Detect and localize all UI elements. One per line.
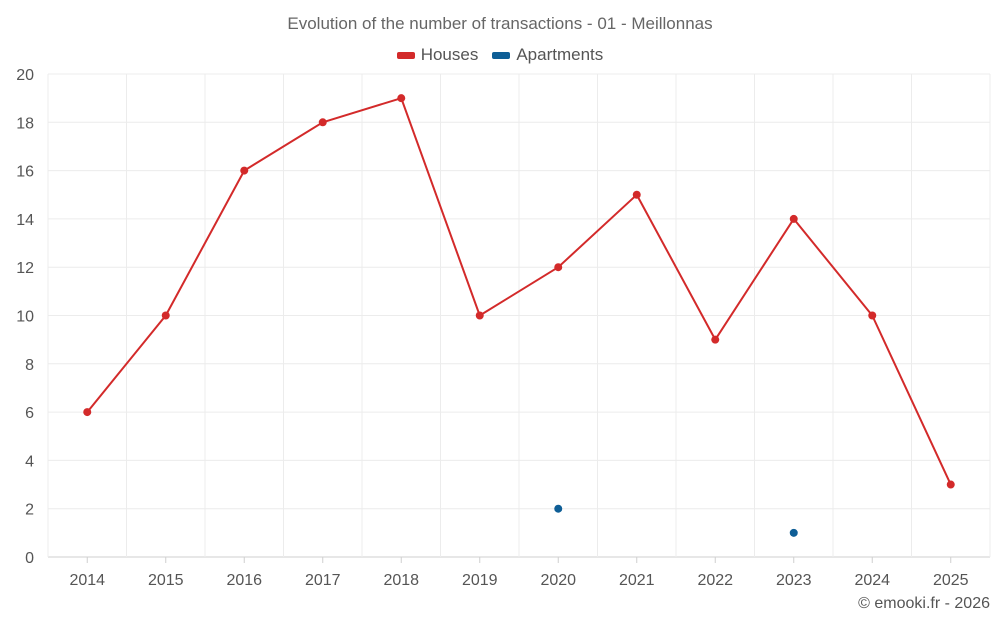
- y-tick-label: 6: [25, 405, 34, 422]
- data-point-houses: [868, 311, 877, 320]
- data-point-houses: [83, 408, 92, 417]
- footer-credit: © emooki.fr - 2026: [858, 595, 990, 612]
- x-tick-label: 2018: [383, 572, 419, 589]
- y-tick-label: 2: [25, 502, 34, 519]
- legend-swatch-apartments: [492, 51, 511, 59]
- data-point-houses: [554, 263, 563, 272]
- y-tick-label: 4: [25, 453, 34, 470]
- y-tick-label: 20: [16, 67, 34, 84]
- x-tick-label: 2022: [697, 572, 733, 589]
- data-point-houses: [711, 335, 720, 344]
- x-tick-label: 2015: [148, 572, 184, 589]
- legend-swatch-houses: [396, 51, 415, 59]
- legend-label-houses: Houses: [420, 45, 479, 64]
- legend-label-apartments: Apartments: [516, 45, 604, 64]
- y-tick-label: 18: [16, 115, 34, 132]
- legend-item-apartments[interactable]: Apartments: [492, 45, 603, 65]
- data-point-houses: [475, 311, 484, 320]
- y-tick-label: 10: [16, 309, 34, 326]
- x-tick-label: 2019: [462, 572, 498, 589]
- x-tick-label: 2024: [854, 572, 890, 589]
- x-tick-label: 2023: [776, 572, 812, 589]
- legend: Houses Apartments: [0, 45, 1000, 65]
- y-tick-label: 14: [16, 212, 34, 229]
- x-tick-label: 2025: [933, 572, 969, 589]
- x-tick-label: 2021: [619, 572, 655, 589]
- data-point-houses: [632, 190, 641, 199]
- data-point-houses: [397, 94, 406, 103]
- x-tick-label: 2020: [540, 572, 576, 589]
- y-tick-label: 16: [16, 164, 34, 181]
- data-point-houses: [789, 214, 798, 223]
- x-tick-label: 2016: [226, 572, 262, 589]
- y-tick-label: 12: [16, 260, 34, 277]
- data-point-houses: [161, 311, 170, 320]
- y-tick-label: 0: [25, 550, 34, 567]
- data-point-apartments: [554, 504, 563, 513]
- chart-title: Evolution of the number of transactions …: [287, 14, 713, 33]
- x-tick-label: 2017: [305, 572, 341, 589]
- x-tick-label: 2014: [69, 572, 105, 589]
- series-line-houses: [86, 97, 952, 485]
- y-tick-label: 8: [25, 357, 34, 374]
- legend-item-houses[interactable]: Houses: [396, 45, 479, 65]
- data-point-houses: [318, 118, 327, 127]
- data-point-apartments: [789, 528, 798, 537]
- data-point-houses: [240, 166, 249, 175]
- data-point-houses: [946, 480, 955, 489]
